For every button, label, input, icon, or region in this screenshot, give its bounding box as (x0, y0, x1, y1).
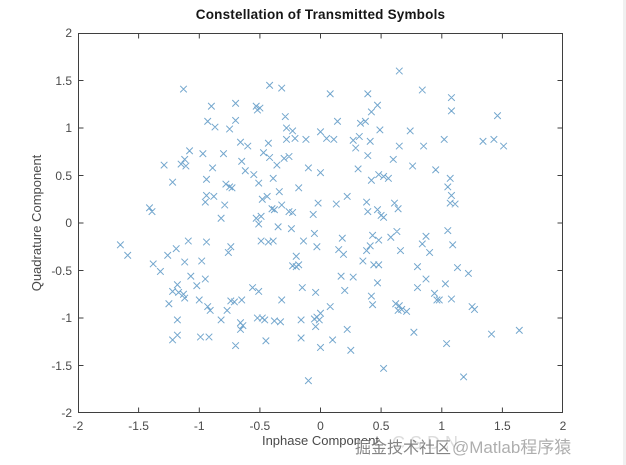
y-tick-label: -1.5 (51, 358, 72, 373)
y-tick-label: -2 (61, 406, 72, 420)
x-tick-label: 0 (317, 419, 324, 433)
y-tick-label: 2 (65, 26, 72, 40)
x-axis-label: Inphase Component (261, 433, 380, 448)
x-tick-label: 1.5 (494, 419, 511, 433)
scatter-markers (116, 67, 523, 385)
x-tick-label: 0.5 (372, 419, 390, 433)
chart-title: Constellation of Transmitted Symbols (195, 7, 446, 22)
y-tick-label: 1.5 (55, 73, 72, 88)
y-axis-label: Quadrature Component (29, 154, 44, 292)
screenshot-edge-strip (623, 0, 626, 465)
x-tick-label: -1 (193, 419, 205, 433)
x-tick-label: 1 (438, 419, 446, 433)
y-tick-label: -0.5 (51, 263, 72, 278)
y-tick-label: 1 (65, 121, 72, 135)
plot-area (78, 33, 563, 413)
x-tick-label: -1.5 (128, 419, 149, 433)
x-tick-label: -0.5 (249, 419, 271, 433)
y-tick-label: -1 (61, 311, 72, 325)
x-tick-label: 2 (559, 419, 567, 433)
x-tick-label: -2 (72, 419, 84, 433)
scatter-plot-svg (78, 33, 563, 413)
y-tick-label: 0 (65, 216, 72, 230)
y-tick-label: 0.5 (55, 168, 72, 183)
